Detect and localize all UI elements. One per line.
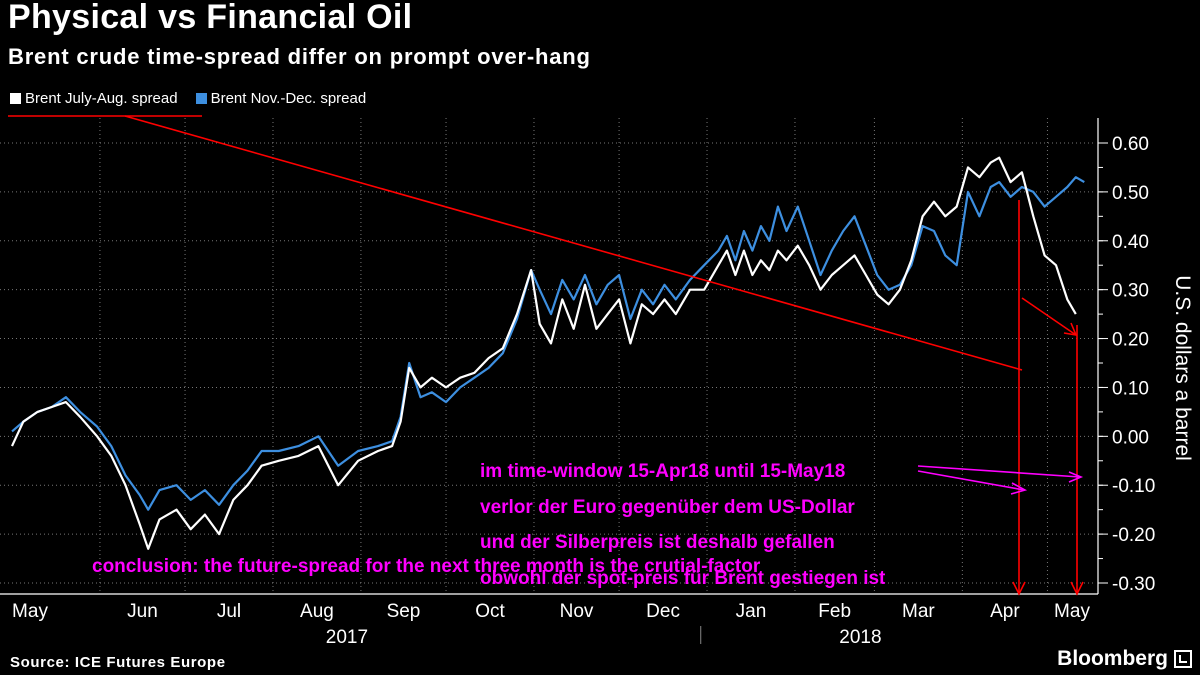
annotation-arrowhead-1 <box>1010 482 1028 495</box>
y-tick-label: 0.30 <box>1112 281 1149 302</box>
annotation-arrow-1 <box>917 470 1025 491</box>
y-axis: 0.60 0.50 0.40 0.30 0.20 0.10 0.00 -0.10 -0.20 -0… <box>1097 118 1155 595</box>
y-tick-label: -0.20 <box>1112 525 1155 546</box>
x-tick-label: Mar <box>902 601 935 622</box>
legend-label-series-1: Brent July-Aug. spread <box>25 90 178 107</box>
x-tick-label: Jan <box>736 601 767 622</box>
bloomberg-logo-icon <box>1174 650 1192 668</box>
annotation-line-4: obwohl der spot-preis für Brent gestiege… <box>480 568 886 589</box>
y-axis-label: U.S. dollars a barrel <box>1171 275 1194 461</box>
legend-item-series-2: Brent Nov.-Dec. spread <box>195 90 367 107</box>
y-tick-label: 0.40 <box>1112 232 1149 253</box>
series-line-july-aug <box>11 156 1077 550</box>
y-tick-label: -0.30 <box>1112 574 1155 595</box>
chart-subtitle: Brent crude time-spread differ on prompt… <box>8 44 591 69</box>
brand-logo: Bloomberg <box>1057 647 1192 671</box>
x-tick-label: May <box>1054 601 1090 622</box>
trend-arrow-line <box>124 115 1023 371</box>
legend-swatch-series-2 <box>195 93 207 104</box>
x-year-label: 2017 <box>326 627 368 648</box>
annotation-line-2: verlor der Euro gegenüber dem US-Dollar <box>480 497 855 518</box>
legend: Brent July-Aug. spread Brent Nov.-Dec. s… <box>10 90 366 107</box>
arrowhead-may <box>1070 581 1084 596</box>
diagonal-arrow-may <box>1021 297 1077 336</box>
x-tick-label: Sep <box>387 601 421 622</box>
y-tick-label: 0.10 <box>1112 378 1149 399</box>
annotation-arrow-2 <box>917 465 1081 478</box>
grid-lines <box>0 118 1096 594</box>
y-tick-label: 0.60 <box>1112 134 1149 155</box>
legend-swatch-series-1 <box>10 93 21 104</box>
x-axis: May Jun Jul Aug Sep Oct Nov Dec Jan Feb Mar Apr May 2… <box>0 593 1098 648</box>
series-lines <box>11 156 1085 550</box>
x-tick-label: Feb <box>818 601 851 622</box>
y-tick-label: 0.50 <box>1112 183 1149 204</box>
annotation-conclusion: conclusion: the future-spread for the ne… <box>92 556 761 577</box>
y-tick-label: 0.20 <box>1112 330 1149 351</box>
legend-label-series-2: Brent Nov.-Dec. spread <box>210 90 367 107</box>
x-tick-label: Dec <box>646 601 680 622</box>
arrowhead-apr <box>1012 581 1026 596</box>
annotation-line-3: und der Silberpreis ist deshalb gefallen <box>480 532 835 553</box>
legend-item-series-1: Brent July-Aug. spread <box>10 90 178 107</box>
series-line-nov-dec <box>11 176 1085 511</box>
y-tick-label: -0.10 <box>1112 476 1155 497</box>
x-tick-label: Aug <box>300 601 334 622</box>
annotation-overlay: im time-window 15-Apr18 until 15-May18 v… <box>8 115 1084 596</box>
chart-title: Physical vs Financial Oil <box>8 0 413 36</box>
x-tick-label: Jul <box>217 601 241 622</box>
source-note: Source: ICE Futures Europe <box>10 654 226 671</box>
x-tick-label: Apr <box>990 601 1020 622</box>
annotation-arrowhead-2 <box>1068 471 1084 483</box>
x-tick-label: May <box>12 601 48 622</box>
x-tick-label: Jun <box>127 601 158 622</box>
brand-name: Bloomberg <box>1057 647 1168 670</box>
x-tick-label: Oct <box>475 601 505 622</box>
arrowhead-diagonal <box>1063 322 1078 337</box>
x-year-label: 2018 <box>839 627 881 648</box>
y-tick-label: 0.00 <box>1112 427 1149 448</box>
annotation-line-1: im time-window 15-Apr18 until 15-May18 <box>480 461 845 482</box>
x-tick-label: Nov <box>560 601 594 622</box>
